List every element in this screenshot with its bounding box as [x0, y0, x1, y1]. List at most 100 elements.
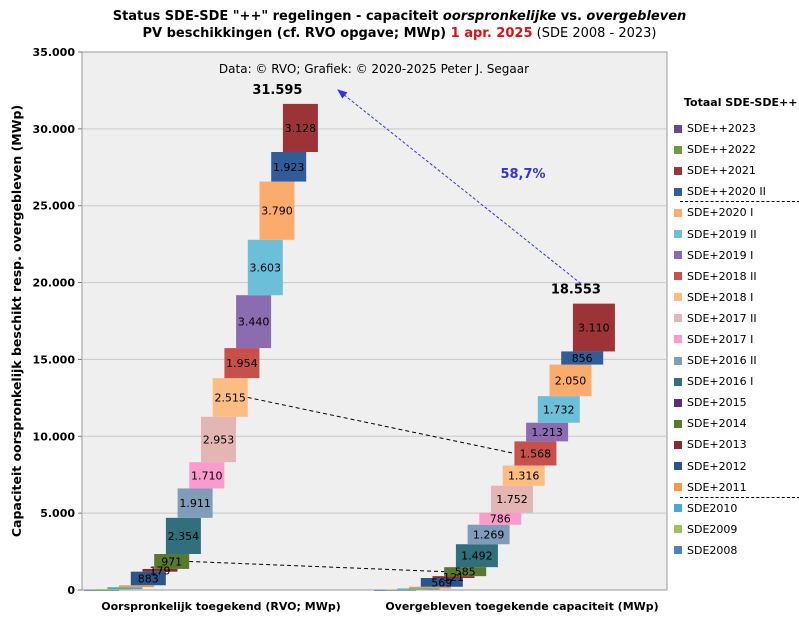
legend-item: SDE+2020 I [674, 202, 796, 223]
waterfall-bar [420, 578, 463, 587]
legend-item: SDE++2022 [674, 139, 796, 160]
legend-item: SDE+2012 [674, 456, 796, 477]
legend-label: SDE2010 [687, 501, 738, 515]
waterfall-bar [491, 485, 533, 513]
chart-title-line1: Status SDE-SDE "++" regelingen - capacit… [112, 9, 687, 24]
legend-swatch [674, 546, 682, 555]
legend-item: SDE2009 [674, 519, 796, 540]
legend-item: SDE+2016 I [674, 371, 796, 392]
legend-swatch [674, 504, 682, 513]
legend-swatch [674, 187, 682, 196]
legend-swatch [674, 335, 682, 344]
legend-item: SDE+2014 [674, 413, 796, 434]
legend-item: SDE+2016 II [674, 350, 796, 371]
x-category-label: Oorspronkelijk toegekend (RVO; MWp) [101, 600, 341, 613]
connector-line [247, 396, 515, 454]
legend-item: SDE+2019 II [674, 223, 796, 244]
bar-value-label: 3.603 [250, 261, 282, 274]
bar-value-label: 1.213 [531, 426, 563, 439]
legend-label: SDE+2013 [687, 438, 747, 452]
ratio-arrow [337, 89, 582, 285]
y-tick-label: 0 [67, 584, 75, 597]
legend-swatch [674, 272, 682, 281]
x-category-label: Overgebleven toegekende capaciteit (MWp) [385, 600, 658, 613]
legend-swatch [674, 419, 682, 428]
waterfall-bar [271, 151, 307, 182]
legend-label: SDE++2021 [687, 164, 756, 178]
legend: SDE++2023 SDE++2022 SDE++2021 SDE++2020 II S… [674, 118, 799, 561]
bar-value-label: 3.440 [238, 316, 270, 329]
total-label: 31.595 [252, 83, 302, 98]
waterfall-bar [95, 589, 131, 591]
legend-label: SDE+2011 [687, 480, 747, 494]
bar-value-label: 1.732 [543, 403, 575, 416]
bar-value-label: 585 [455, 566, 476, 579]
waterfall-bar [247, 239, 283, 296]
waterfall-bar [165, 517, 201, 555]
legend-item: SDE++2021 [674, 160, 796, 181]
legend-title: Totaal SDE-SDE++ [684, 96, 798, 109]
waterfall-bar [479, 512, 522, 525]
waterfall-bar [432, 576, 475, 579]
legend-label: SDE+2015 [687, 396, 747, 410]
y-tick-label: 15.000 [33, 353, 76, 366]
legend-item: SDE2010 [674, 498, 796, 519]
bar-value-label: 786 [490, 513, 511, 526]
legend-swatch [674, 124, 682, 133]
waterfall-bar [224, 348, 260, 379]
bar-value-label: 179 [150, 564, 171, 577]
bar-value-label: 1.752 [496, 493, 528, 506]
waterfall-bar [514, 441, 557, 466]
credit-text: Data: © RVO; Grafiek: © 2020-2025 Peter … [219, 62, 529, 76]
waterfall-bar [236, 295, 272, 349]
waterfall-bar [119, 585, 155, 588]
legend-label: SDE+2020 I [687, 206, 754, 220]
legend-item: SDE+2017 II [674, 308, 796, 329]
legend-swatch [674, 462, 682, 471]
legend-swatch [674, 525, 682, 534]
waterfall-bar [444, 567, 487, 577]
legend-swatch [674, 251, 682, 260]
bar-value-label: 2.354 [168, 530, 200, 543]
legend-swatch [674, 483, 682, 492]
legend-swatch [674, 145, 682, 154]
legend-item: SDE+2018 II [674, 266, 796, 287]
bar-value-label: 2.953 [203, 433, 235, 446]
legend-swatch [674, 314, 682, 323]
legend-swatch [674, 293, 682, 302]
legend-label: SDE+2018 II [687, 269, 757, 283]
waterfall-bar [572, 303, 615, 352]
bar-value-label: 2.515 [214, 391, 246, 404]
waterfall-bar [409, 586, 452, 589]
bar-value-label: 856 [572, 352, 593, 365]
legend-item: SDE+2018 I [674, 287, 796, 308]
legend-swatch [674, 356, 682, 365]
bar-value-label: 3.128 [285, 122, 317, 135]
legend-separator [680, 201, 799, 203]
waterfall-bar [537, 396, 580, 423]
legend-label: SDE2009 [687, 522, 738, 536]
waterfall-bar [259, 181, 295, 240]
legend-label: SDE++2022 [687, 143, 756, 157]
bar-value-label: 1.492 [461, 550, 493, 563]
waterfall-bar [526, 422, 569, 442]
y-tick-label: 25.000 [33, 200, 76, 213]
waterfall-bar [502, 465, 545, 486]
legend-label: SDE+2018 I [687, 290, 754, 304]
waterfall-bar [84, 589, 119, 591]
legend-label: SDE+2016 I [687, 375, 754, 389]
waterfall-bar [107, 587, 143, 590]
waterfall-bar [154, 554, 190, 569]
y-tick-label: 10.000 [33, 430, 76, 443]
legend-item: SDE+2013 [674, 434, 796, 455]
waterfall-bar [130, 571, 166, 586]
legend-separator [680, 496, 799, 498]
bar-value-label: 3.790 [261, 205, 293, 218]
legend-label: SDE++2023 [687, 122, 756, 136]
bar-value-label: 3.110 [578, 322, 610, 335]
y-tick-label: 30.000 [33, 123, 76, 136]
y-axis-label: Capaciteit oorspronkelijk beschikt resp.… [9, 105, 24, 537]
legend-label: SDE+2014 [687, 417, 747, 431]
waterfall-bar [142, 568, 178, 572]
waterfall-bar [189, 462, 225, 489]
